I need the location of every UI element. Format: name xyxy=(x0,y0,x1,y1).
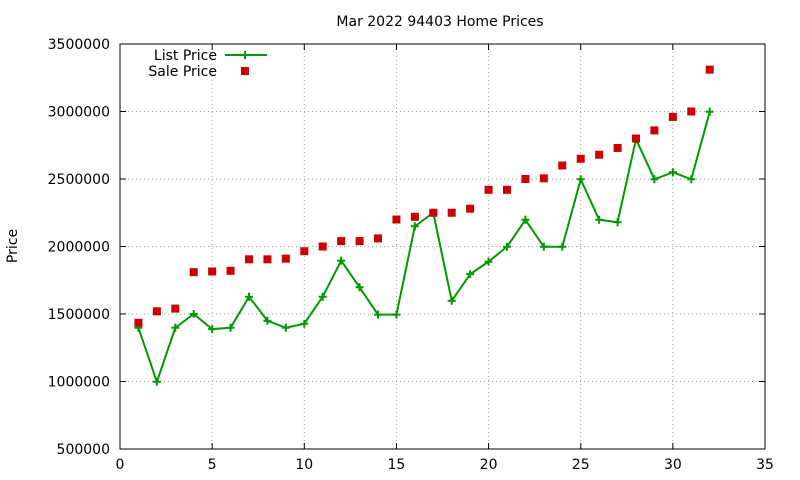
list-price-point xyxy=(337,256,346,265)
list-price-point xyxy=(466,270,475,279)
legend-label-sale-price: Sale Price xyxy=(148,64,217,80)
legend-swatch-list-price-marker xyxy=(241,51,249,59)
plot-frame xyxy=(119,43,766,450)
x-tick-label: 35 xyxy=(756,457,774,473)
x-tick-label: 20 xyxy=(480,457,498,473)
sale-price-point xyxy=(410,212,419,221)
sale-price-point xyxy=(613,143,622,152)
list-price-point xyxy=(595,215,604,224)
list-price-point xyxy=(668,168,677,177)
sale-price-point xyxy=(595,150,604,159)
list-price-point xyxy=(300,319,309,328)
sale-price-point xyxy=(355,237,364,246)
legend: List Price Sale Price xyxy=(148,48,267,80)
x-tick-label: 25 xyxy=(572,457,590,473)
x-tick-label: 15 xyxy=(388,457,406,473)
list-price-point xyxy=(484,257,493,266)
y-tick-label: 500000 xyxy=(57,442,110,458)
x-tick-label: 10 xyxy=(295,457,313,473)
sale-price-point xyxy=(447,208,456,217)
y-tick-label: 3500000 xyxy=(48,37,110,53)
list-price-point xyxy=(650,175,659,184)
list-price-point xyxy=(355,283,364,292)
sale-price-point xyxy=(245,255,253,264)
list-price-point xyxy=(705,107,714,116)
y-tick-label: 3000000 xyxy=(48,105,110,121)
sale-price-point xyxy=(171,304,180,313)
y-tick-label: 1000000 xyxy=(48,375,110,391)
x-tick-label: 5 xyxy=(208,457,217,473)
sale-price-point xyxy=(152,307,161,316)
y-tick-label: 2000000 xyxy=(48,240,110,256)
sale-price-point xyxy=(650,126,659,135)
list-price-point xyxy=(447,296,456,305)
sale-price-point xyxy=(466,204,475,213)
sale-price-point xyxy=(374,234,382,243)
sale-price-point xyxy=(263,255,272,264)
sale-price-point xyxy=(226,266,235,275)
list-price-point xyxy=(558,242,567,251)
list-price-point xyxy=(189,310,198,318)
grid xyxy=(120,44,765,449)
sale-price-point xyxy=(521,175,530,183)
sale-price-point xyxy=(300,247,309,256)
sale-price-point xyxy=(576,154,585,163)
list-price-point xyxy=(539,242,548,251)
y-tick-label: 2500000 xyxy=(48,172,110,188)
sale-price-point xyxy=(281,254,290,263)
sale-price-point xyxy=(134,318,143,327)
list-price-point xyxy=(318,292,327,301)
list-price-point xyxy=(687,175,696,184)
sale-price-point xyxy=(539,174,548,183)
list-price-point xyxy=(392,310,401,319)
sale-price-point xyxy=(558,161,567,170)
list-price-point xyxy=(374,310,382,319)
list-price-point xyxy=(521,215,530,224)
list-price-point xyxy=(226,323,235,332)
sale-price-point xyxy=(705,65,714,74)
list-price-point xyxy=(245,292,253,301)
sale-price-point xyxy=(484,185,493,194)
list-price-point xyxy=(208,325,217,334)
list-price-point xyxy=(263,316,272,325)
sale-price-point xyxy=(429,208,438,217)
list-price-point xyxy=(171,323,180,332)
y-tick-label: 1500000 xyxy=(48,307,110,323)
sale-price-point xyxy=(503,185,511,194)
list-price-point xyxy=(503,242,511,251)
legend-swatch-sale-price-marker xyxy=(241,67,249,75)
sale-price-point xyxy=(208,267,217,276)
sale-price-point xyxy=(687,107,696,116)
list-price-point xyxy=(152,377,161,386)
x-tick-label: 0 xyxy=(116,457,125,473)
series-layer xyxy=(134,65,714,386)
tick-labels: 0 5 10 15 20 25 30 35 500000 1000000 1500000 200000… xyxy=(48,37,774,473)
y-axis-label: Price xyxy=(5,229,21,263)
legend-label-list-price: List Price xyxy=(154,48,217,64)
chart-title: Mar 2022 94403 Home Prices xyxy=(336,14,543,30)
list-price-point xyxy=(613,218,622,227)
list-price-point xyxy=(576,175,585,184)
sale-price-point xyxy=(318,242,327,251)
list-price-point xyxy=(281,323,290,332)
list-price-point xyxy=(410,222,419,231)
sale-price-point xyxy=(632,134,640,143)
sale-price-point xyxy=(392,215,401,224)
sale-price-point xyxy=(668,112,677,121)
sale-price-point xyxy=(189,268,198,277)
sale-price-point xyxy=(337,237,346,246)
x-tick-label: 30 xyxy=(664,457,682,473)
